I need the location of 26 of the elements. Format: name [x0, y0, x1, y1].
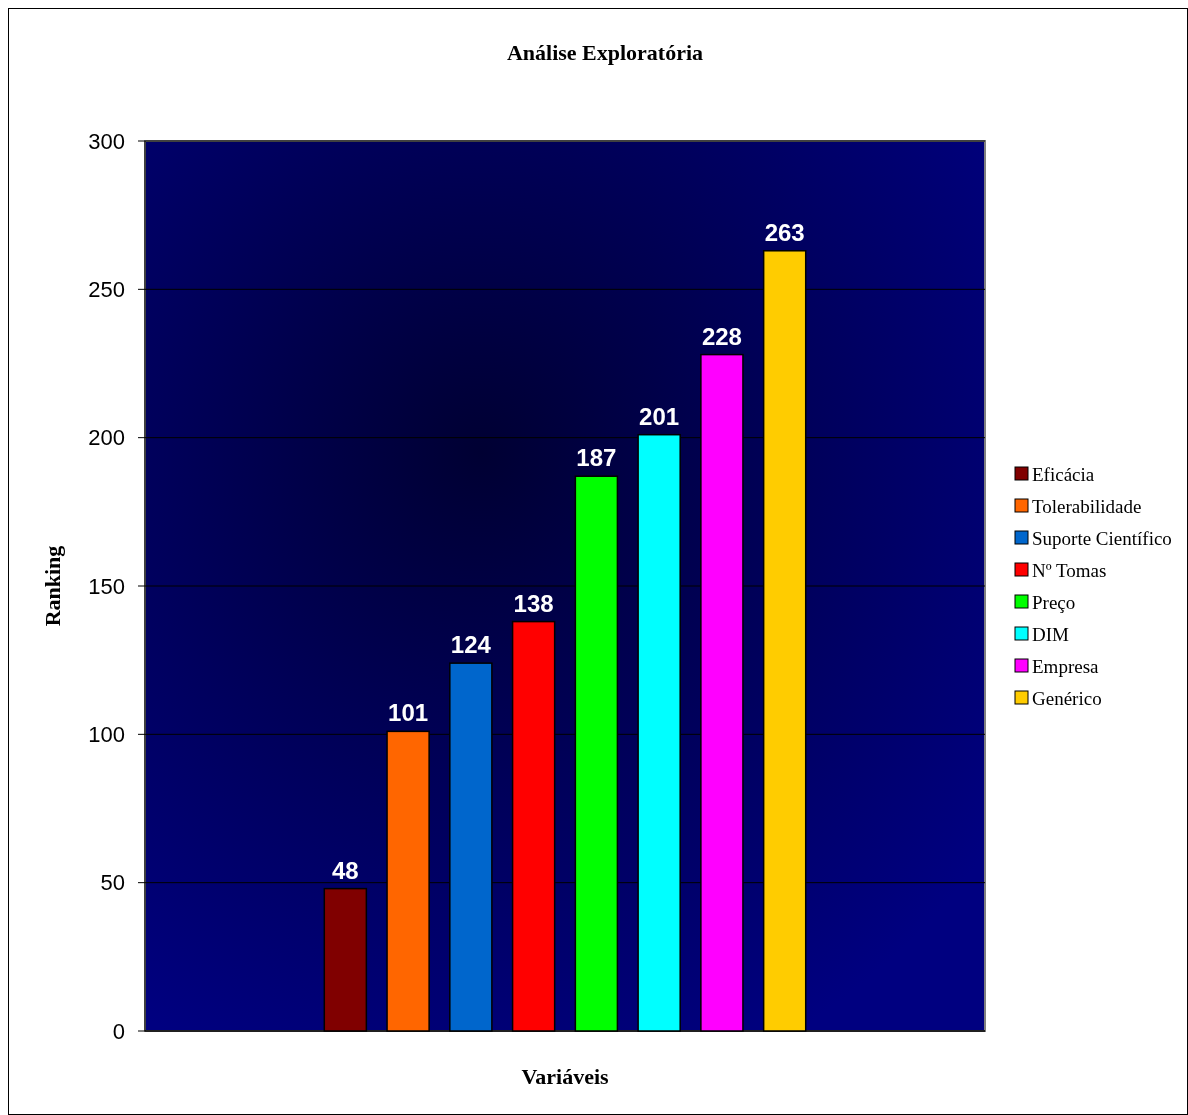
legend-label: Genérico: [1032, 687, 1102, 709]
y-tick-label: 300: [88, 128, 125, 154]
y-tick-label: 150: [88, 573, 125, 599]
y-tick-label: 250: [88, 277, 125, 303]
data-label: 48: [331, 856, 359, 884]
y-axis-title: Ranking: [40, 545, 65, 627]
data-label: 124: [450, 631, 492, 659]
legend-label: Suporte Científico: [1032, 527, 1172, 549]
data-label: 101: [388, 699, 429, 727]
legend-label: Eficácia: [1032, 463, 1095, 485]
chart-title: Análise Exploratória: [506, 40, 704, 65]
legend-label: Tolerabilidade: [1032, 495, 1142, 517]
data-label: 201: [639, 402, 680, 430]
legend-label: DIM: [1032, 623, 1070, 645]
data-label: 228: [701, 322, 742, 350]
x-axis-title: Variáveis: [521, 1064, 610, 1089]
y-tick-label: 0: [112, 1018, 125, 1044]
data-label: 187: [576, 444, 617, 472]
legend-label: Preço: [1032, 591, 1076, 613]
data-label: 138: [513, 589, 554, 617]
y-tick-label: 50: [100, 870, 125, 896]
data-label: 263: [764, 218, 805, 246]
legend-label: Empresa: [1032, 655, 1100, 677]
y-tick-label: 200: [88, 425, 125, 451]
y-tick-label: 100: [88, 722, 125, 748]
legend-label: Nº Tomas: [1032, 559, 1107, 581]
